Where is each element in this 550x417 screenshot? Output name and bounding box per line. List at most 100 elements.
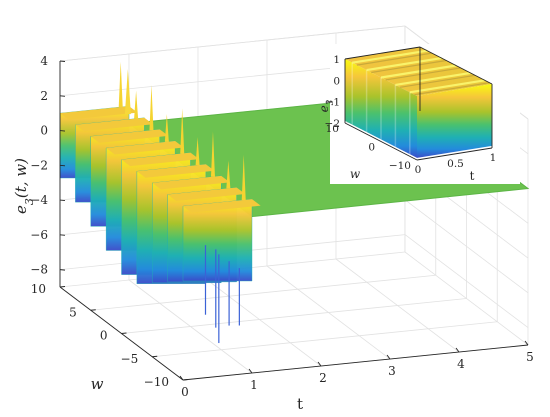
transient-row-top xyxy=(152,175,230,190)
z-axis-label: e3(t, w) xyxy=(12,158,36,214)
transient-row-top xyxy=(106,141,184,155)
inset-x-tick-label: 1 xyxy=(490,152,497,164)
y-tick-label: 0 xyxy=(100,329,108,343)
y-tick-label: −5 xyxy=(121,352,139,366)
transient-row-top xyxy=(75,117,153,132)
y-axis-label: w xyxy=(91,375,104,393)
transient-spike xyxy=(180,108,185,154)
z-tick-label: −2 xyxy=(30,158,48,172)
inset-ridge-shadow xyxy=(371,59,447,74)
main-axes xyxy=(59,60,529,381)
back-wall-grid-line xyxy=(59,25,406,62)
inset-ridge xyxy=(352,49,428,64)
inset-ridge xyxy=(409,79,485,94)
x-tick-mark xyxy=(179,375,184,381)
transient-spike xyxy=(118,61,123,107)
y-tick-mark xyxy=(90,309,96,311)
transient-row-top xyxy=(136,164,215,178)
z-tick-label: 2 xyxy=(40,89,48,103)
transient-peak xyxy=(124,68,131,115)
x-tick-label: 2 xyxy=(319,371,327,385)
transient-row-top xyxy=(183,199,261,213)
floor-grid-line xyxy=(90,274,436,311)
x-tick-mark xyxy=(317,361,322,367)
inset-surface xyxy=(345,47,492,158)
x-tick-label: 3 xyxy=(388,364,396,378)
inset-z-tick-label: 0 xyxy=(333,75,340,87)
inset-x-axis-line xyxy=(416,147,493,161)
transient-spike xyxy=(241,154,246,200)
z-tick-label: −4 xyxy=(30,193,48,207)
z-tick-mark xyxy=(59,199,66,202)
transient-spike xyxy=(149,85,154,131)
inset-y-tick-label: 0 xyxy=(368,142,375,154)
transient-row xyxy=(182,198,253,282)
side-wall-grid-line xyxy=(404,234,529,328)
x-tick-mark xyxy=(524,340,529,346)
inset-ridge-shadow xyxy=(356,52,432,66)
inset-x-axis-label: t xyxy=(470,169,475,183)
y-tick-label: 5 xyxy=(69,305,77,319)
y-tick-label: −10 xyxy=(144,375,169,389)
inset-y-tick-label: −10 xyxy=(389,160,411,172)
inset-ridge-shadow xyxy=(385,67,461,81)
inset-y-axis-line xyxy=(344,122,418,161)
x-tick-label: 0 xyxy=(181,385,189,399)
z-tick-mark xyxy=(59,234,66,236)
transient-spike xyxy=(195,137,200,166)
transient-row-top xyxy=(167,187,246,202)
z-tick-mark xyxy=(59,269,66,271)
inset-surface-front xyxy=(417,84,492,158)
transient-row-top xyxy=(90,129,169,143)
z-tick-label: −6 xyxy=(30,228,48,242)
inset-ridge-shadow xyxy=(399,74,476,88)
inset-ridge xyxy=(366,57,442,72)
inset-ridge xyxy=(395,71,471,86)
x-tick-label: 4 xyxy=(457,357,465,371)
inset-surface-side xyxy=(345,59,417,158)
inset-x-tick-label: 0 xyxy=(415,164,422,176)
inset-top-edge xyxy=(419,46,493,85)
y-tick-label: 10 xyxy=(31,282,46,296)
inset-axes xyxy=(344,46,493,161)
x-tick-mark xyxy=(248,368,253,374)
transient-spike xyxy=(134,90,139,119)
inset-y-axis-label: w xyxy=(350,167,361,181)
transient-spike xyxy=(164,114,169,142)
inset-z-tick-label: −1 xyxy=(325,97,340,109)
floor-grid-line xyxy=(121,298,467,334)
y-tick-mark xyxy=(121,332,127,334)
side-wall-grid-line xyxy=(404,199,529,294)
x-axis-label: t xyxy=(297,395,303,413)
inset-x-tick-label: 0.5 xyxy=(447,158,464,170)
transient-row-top xyxy=(121,152,200,167)
inset-z-tick-label: 1 xyxy=(333,54,340,66)
x-tick-label: 1 xyxy=(250,378,258,392)
z-tick-mark xyxy=(59,95,66,97)
x-tick-label: 5 xyxy=(526,350,534,364)
transient-spike xyxy=(226,160,231,189)
z-tick-mark xyxy=(59,164,66,167)
floor-grid-line xyxy=(152,321,498,358)
x-axis-line xyxy=(182,344,529,381)
inset-top-edge xyxy=(344,46,421,60)
transient-spike xyxy=(210,131,215,177)
y-tick-mark xyxy=(152,355,158,358)
inset-z-tick-label: −2 xyxy=(325,118,340,130)
z-tick-label: 0 xyxy=(40,124,48,138)
z-tick-label: −8 xyxy=(30,263,48,277)
transient-row-top xyxy=(60,106,138,120)
inset-z-axis-label: e3 xyxy=(317,99,336,112)
inset-ridge xyxy=(380,64,457,79)
z-tick-mark xyxy=(59,130,66,132)
z-tick-mark xyxy=(59,60,66,62)
y-tick-mark xyxy=(182,379,189,381)
y-tick-mark xyxy=(59,286,66,288)
inset-ridge-shadow xyxy=(414,82,490,96)
x-tick-mark xyxy=(386,354,391,360)
inset-y-tick-label: 10 xyxy=(326,123,339,135)
